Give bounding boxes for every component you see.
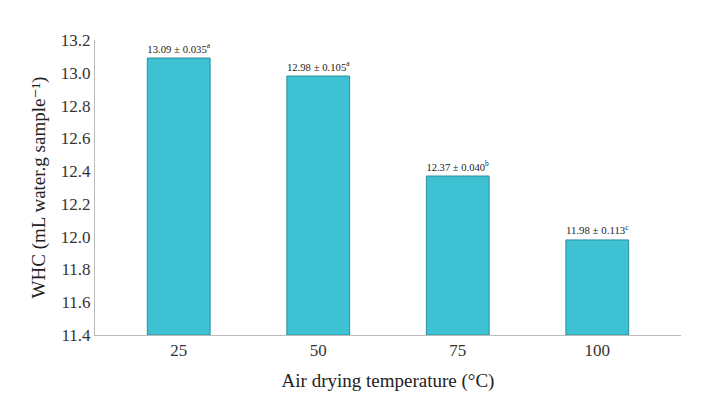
svg-text:11.6: 11.6 bbox=[61, 293, 90, 312]
svg-text:25: 25 bbox=[170, 341, 187, 360]
svg-text:12.6: 12.6 bbox=[61, 129, 91, 148]
svg-text:11.98 ± 0.113​c​: 11.98 ± 0.113​c​ bbox=[566, 223, 629, 237]
svg-text:75: 75 bbox=[449, 341, 466, 360]
svg-text:13.2: 13.2 bbox=[61, 31, 91, 50]
svg-text:12.0: 12.0 bbox=[61, 228, 91, 247]
svg-text:12.2: 12.2 bbox=[61, 195, 91, 214]
svg-text:11.8: 11.8 bbox=[61, 260, 90, 279]
svg-text:11.4: 11.4 bbox=[61, 326, 91, 345]
svg-text:50: 50 bbox=[310, 341, 327, 360]
svg-text:WHC (mL water.g sample⁻¹): WHC (mL water.g sample⁻¹) bbox=[28, 77, 50, 299]
svg-text:100: 100 bbox=[585, 341, 611, 360]
svg-text:12.4: 12.4 bbox=[61, 162, 91, 181]
svg-text:12.98 ± 0.105​a​: 12.98 ± 0.105​a​ bbox=[287, 59, 350, 72]
svg-text:12.37 ± 0.040​b​: 12.37 ± 0.040​b​ bbox=[426, 159, 489, 172]
svg-text:12.8: 12.8 bbox=[61, 97, 91, 116]
svg-text:13.0: 13.0 bbox=[61, 64, 91, 83]
svg-text:13.09 ± 0.035​a​: 13.09 ± 0.035​a​ bbox=[147, 41, 210, 54]
svg-text:Air drying temperature (°C): Air drying temperature (°C) bbox=[282, 370, 495, 392]
